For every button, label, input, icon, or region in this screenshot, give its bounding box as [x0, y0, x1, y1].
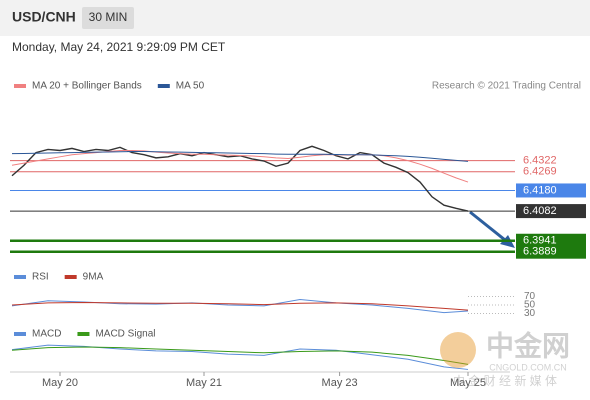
watermark-brand: 中金网	[486, 329, 570, 361]
legend-swatch	[14, 84, 26, 88]
datetime: Monday, May 24, 2021 9:29:09 PM CET	[12, 40, 226, 54]
series-line	[11, 149, 469, 183]
level-label: 6.4180	[523, 184, 557, 196]
legend-swatch	[64, 275, 77, 279]
level-label: 6.3889	[523, 246, 557, 258]
legend-label: MACD Signal	[95, 329, 155, 340]
series-line	[11, 344, 469, 370]
y-tick-label: 70	[524, 291, 536, 302]
symbol: USD/CNH	[12, 9, 76, 25]
legend-swatch	[14, 275, 26, 279]
series-line	[11, 346, 469, 365]
level-label: 6.4082	[523, 205, 557, 217]
series-line	[11, 301, 469, 311]
level-label-box	[516, 244, 586, 259]
arrow	[469, 210, 511, 246]
level-label: 6.4322	[523, 154, 557, 166]
x-tick-label: May 21	[186, 377, 222, 389]
y-tick-label: 30	[524, 308, 536, 319]
legend-label: MA 50	[176, 81, 205, 92]
legend-label: RSI	[32, 272, 49, 283]
legend-swatch	[14, 332, 26, 336]
legend-swatch	[77, 332, 90, 336]
x-tick-label: May 25	[450, 377, 486, 389]
watermark-tagline: 中 金 财 经 新 媒 体	[453, 373, 557, 388]
series-line	[11, 151, 469, 162]
x-tick-label: May 23	[322, 377, 358, 389]
level-label-box	[516, 183, 586, 198]
level-label: 6.3941	[523, 235, 557, 247]
legend-label: MA 20 + Bollinger Bands	[32, 81, 142, 92]
watermark: 中金网 CNGOLD.COM.CN 中 金 财 经 新 媒 体	[440, 329, 570, 388]
watermark-logo	[440, 332, 476, 368]
series-line	[11, 298, 469, 314]
watermark-site: CNGOLD.COM.CN	[489, 362, 567, 372]
legend-label: 9MA	[83, 272, 104, 283]
legend-label: MACD	[32, 329, 61, 340]
legend-swatch	[157, 84, 170, 88]
level-label-box	[516, 233, 586, 248]
level-label-box	[516, 204, 586, 219]
y-tick-label: 50	[524, 300, 536, 311]
level-label: 6.4269	[523, 166, 557, 178]
x-tick-label: May 20	[42, 377, 78, 389]
interval-box[interactable]	[82, 7, 134, 29]
interval[interactable]: 30 MIN	[89, 10, 128, 24]
credit: Research © 2021 Trading Central	[432, 81, 581, 92]
